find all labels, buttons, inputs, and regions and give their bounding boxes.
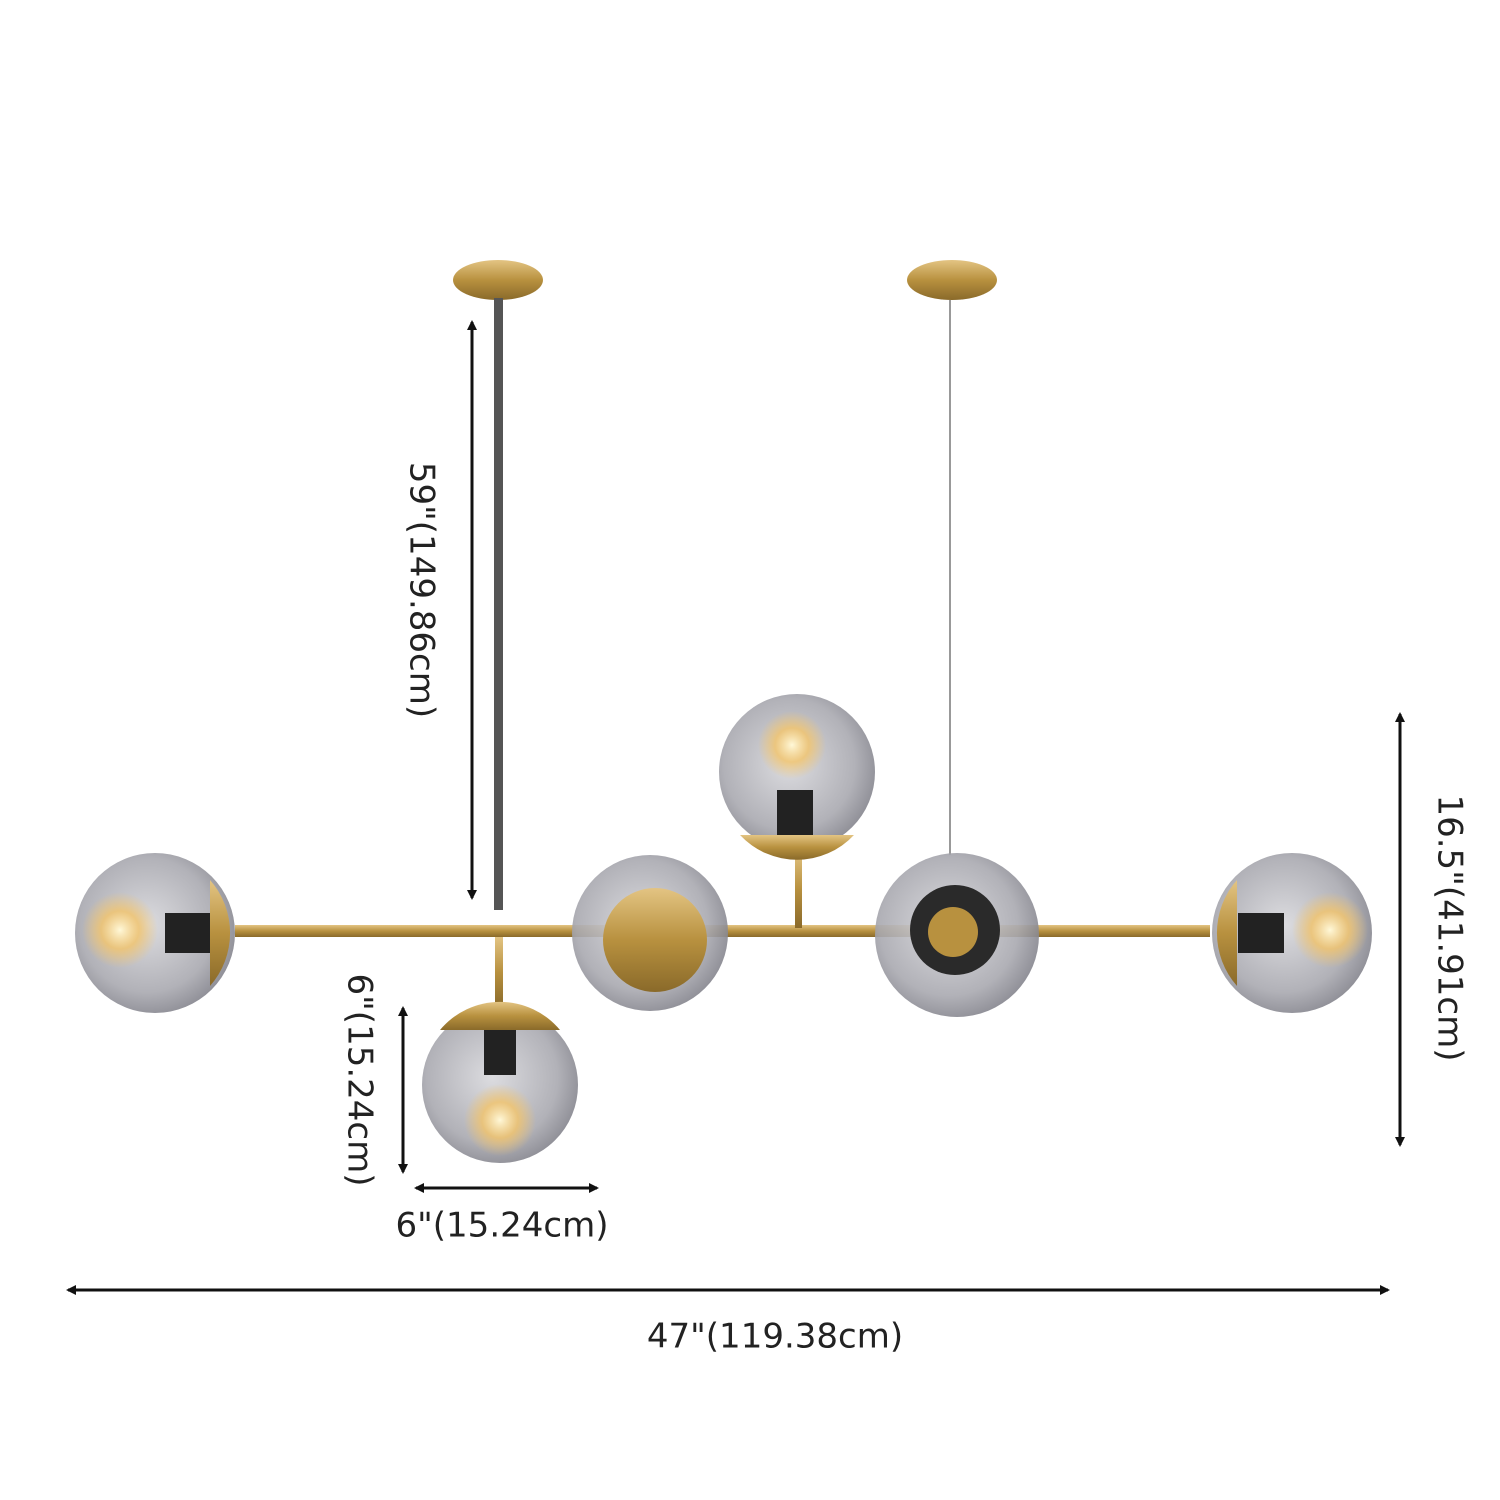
- drop-length-label: 59"(149.86cm): [402, 462, 442, 718]
- overall-width-label: 47"(119.38cm): [647, 1317, 903, 1357]
- globe-height-label: 6"(15.24cm): [340, 974, 380, 1187]
- globe-width-label: 6"(15.24cm): [396, 1206, 609, 1246]
- fixture-height-label: 16.5"(41.91cm): [1430, 794, 1470, 1061]
- lamp: [75, 260, 1372, 1163]
- dimension-arrows: [66, 320, 1405, 1295]
